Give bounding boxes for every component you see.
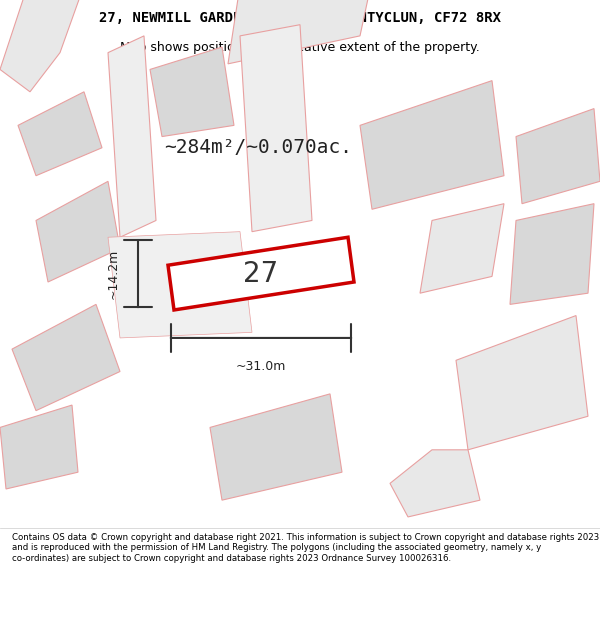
Polygon shape <box>420 204 504 293</box>
Text: ~14.2m: ~14.2m <box>107 249 120 299</box>
Polygon shape <box>240 24 312 232</box>
Polygon shape <box>456 316 588 450</box>
Polygon shape <box>18 92 102 176</box>
Polygon shape <box>0 0 90 92</box>
Text: 27, NEWMILL GARDENS, MISKIN, PONTYCLUN, CF72 8RX: 27, NEWMILL GARDENS, MISKIN, PONTYCLUN, … <box>99 11 501 26</box>
Polygon shape <box>108 36 156 238</box>
Text: Map shows position and indicative extent of the property.: Map shows position and indicative extent… <box>120 41 480 54</box>
Polygon shape <box>0 405 78 489</box>
Polygon shape <box>168 238 354 310</box>
Polygon shape <box>228 0 372 64</box>
Polygon shape <box>390 450 480 517</box>
Text: 27: 27 <box>244 259 278 288</box>
Polygon shape <box>360 81 504 209</box>
Text: ~284m²/~0.070ac.: ~284m²/~0.070ac. <box>164 138 352 158</box>
Polygon shape <box>36 181 120 282</box>
Text: ~31.0m: ~31.0m <box>236 360 286 373</box>
Polygon shape <box>210 394 342 500</box>
Polygon shape <box>516 109 600 204</box>
Polygon shape <box>150 47 234 136</box>
Polygon shape <box>510 204 594 304</box>
Text: Contains OS data © Crown copyright and database right 2021. This information is : Contains OS data © Crown copyright and d… <box>12 533 599 562</box>
Polygon shape <box>108 232 252 338</box>
Polygon shape <box>12 304 120 411</box>
